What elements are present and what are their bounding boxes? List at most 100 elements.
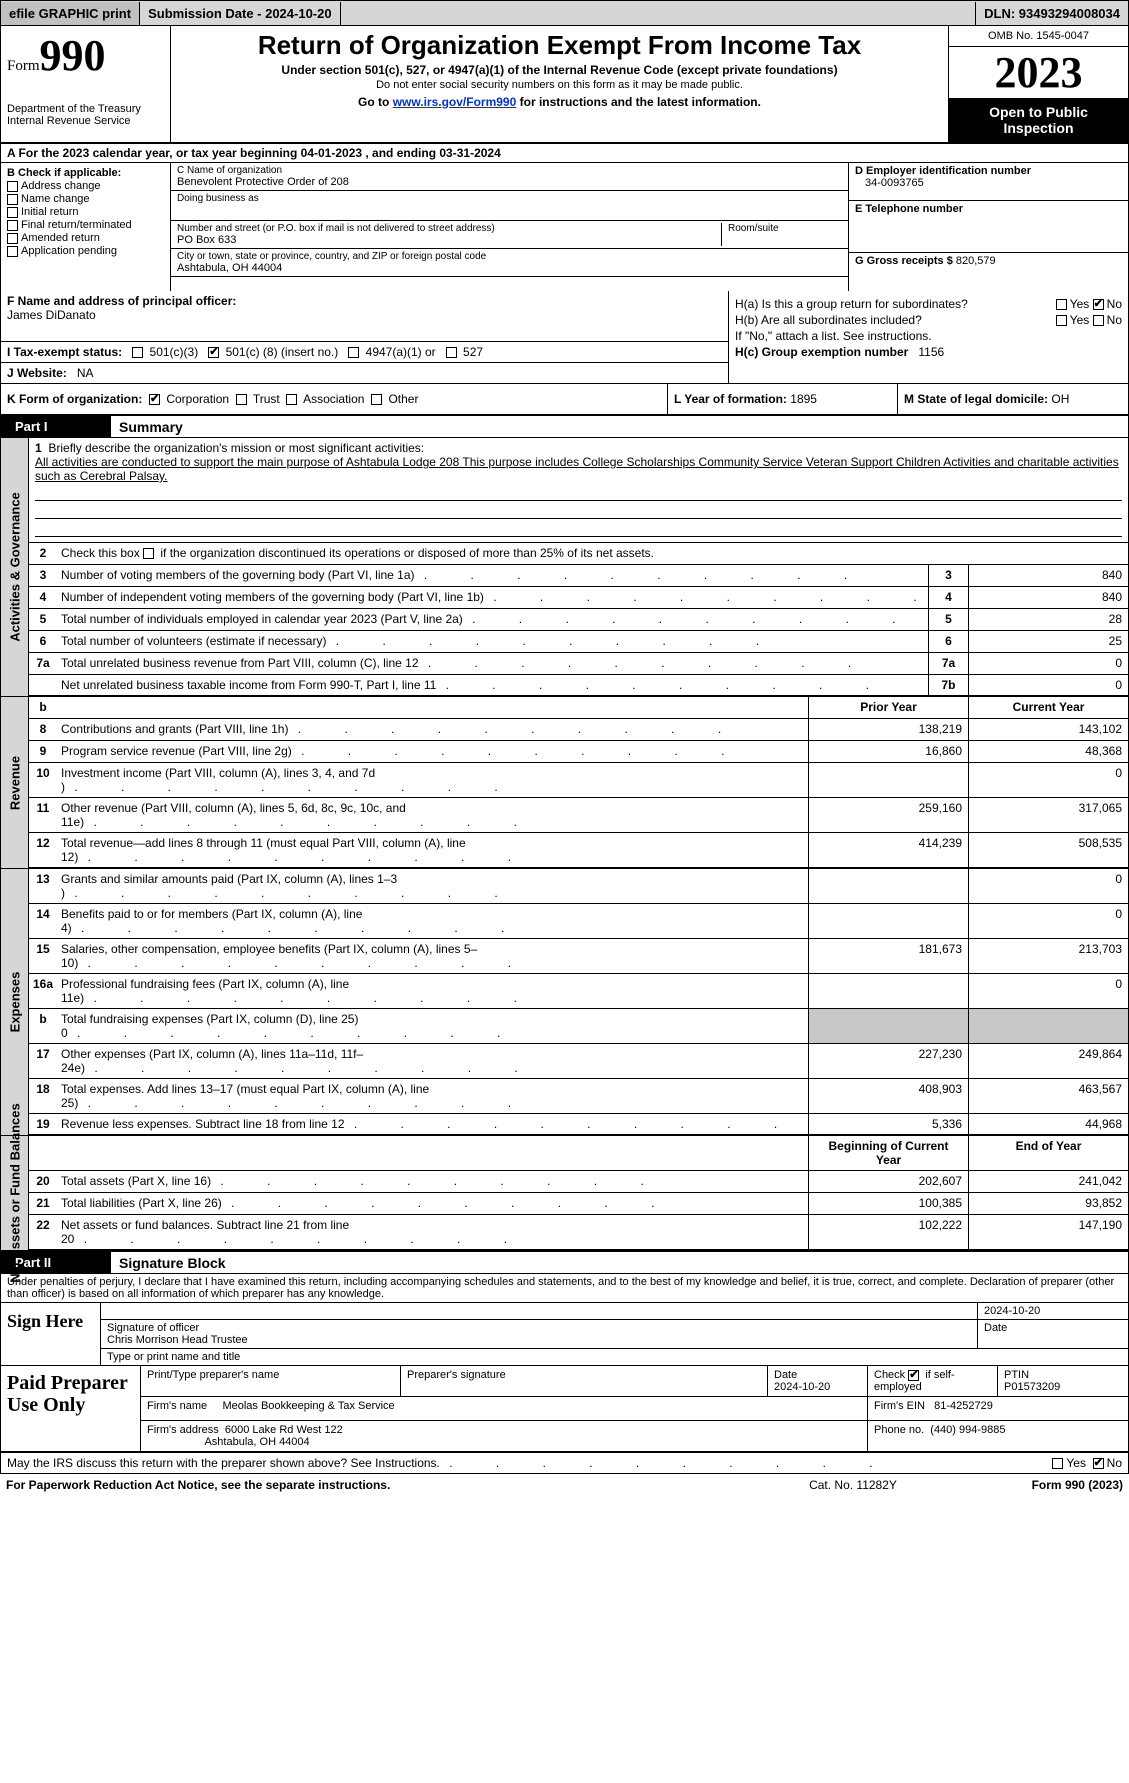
footer-left: For Paperwork Reduction Act Notice, see … [6, 1478, 763, 1492]
dln-label: DLN: 93493294008034 [975, 2, 1128, 25]
chk-501c3[interactable] [132, 347, 143, 358]
chk-address-change[interactable]: Address change [7, 180, 164, 192]
firm-ein-label: Firm's EIN [874, 1400, 925, 1412]
state-domicile: OH [1051, 392, 1069, 406]
hb-yes[interactable] [1056, 315, 1067, 326]
form-title: Return of Organization Exempt From Incom… [177, 30, 942, 61]
firm-phone: (440) 994-9885 [930, 1424, 1005, 1436]
preparer-sig-label: Preparer's signature [401, 1366, 768, 1396]
ptin-value: P01573209 [1004, 1381, 1060, 1393]
hdr-prior-year: Prior Year [808, 697, 968, 718]
chk-corporation[interactable] [149, 394, 160, 405]
chk-association[interactable] [286, 394, 297, 405]
chk-amended-return[interactable]: Amended return [7, 232, 164, 244]
omb-number: OMB No. 1545-0047 [949, 26, 1128, 47]
note2-pre: Go to [358, 95, 393, 109]
penalty-statement: Under penalties of perjury, I declare th… [0, 1274, 1129, 1303]
vtab-governance: Activities & Governance [1, 438, 29, 697]
firm-addr-label: Firm's address [147, 1424, 219, 1436]
officer-name: Chris Morrison Head Trustee [107, 1334, 248, 1346]
ein-label: D Employer identification number [855, 165, 1122, 177]
website-value: NA [77, 366, 94, 380]
efile-label[interactable]: efile GRAPHIC print [1, 2, 140, 25]
part1-title: Summary [111, 419, 183, 435]
hb-row: H(b) Are all subordinates included? Yes … [735, 313, 1122, 327]
part1-num: Part I [1, 416, 111, 437]
vtab-net-assets: Net Assets or Fund Balances [1, 1136, 29, 1250]
box-m: M State of legal domicile: OH [898, 384, 1128, 414]
top-toolbar: efile GRAPHIC print Submission Date - 20… [0, 0, 1129, 26]
hb-no[interactable] [1093, 315, 1104, 326]
box-l: L Year of formation: 1895 [668, 384, 898, 414]
box-b: B Check if applicable: Address change Na… [1, 163, 171, 291]
box-c: C Name of organization Benevolent Protec… [171, 163, 848, 291]
hdr-end-year: End of Year [968, 1136, 1128, 1170]
mission-prompt: Briefly describe the organization's miss… [48, 441, 424, 455]
gross-block: G Gross receipts $ 820,579 [849, 253, 1128, 291]
discuss-yes[interactable] [1052, 1458, 1063, 1469]
ein-value: 34-0093765 [855, 177, 1122, 189]
form-subtitle: Under section 501(c), 527, or 4947(a)(1)… [177, 63, 942, 77]
chk-other[interactable] [371, 394, 382, 405]
discuss-row: May the IRS discuss this return with the… [0, 1453, 1129, 1474]
chk-501c[interactable] [208, 347, 219, 358]
vtab-revenue: Revenue [1, 697, 29, 869]
discuss-no[interactable] [1093, 1458, 1104, 1469]
org-name: Benevolent Protective Order of 208 [177, 176, 842, 188]
part1-header: Part I Summary [0, 416, 1129, 438]
gov-row: 4 Number of independent voting members o… [29, 587, 1128, 609]
city-block: City or town, state or province, country… [171, 249, 848, 277]
box-de: D Employer identification number 34-0093… [848, 163, 1128, 291]
chk-final-return[interactable]: Final return/terminated [7, 219, 164, 231]
paid-preparer-label: Paid Preparer Use Only [1, 1366, 141, 1451]
org-name-block: C Name of organization Benevolent Protec… [171, 163, 848, 191]
open-inspection: Open to Public Inspection [949, 98, 1128, 142]
hc-value: 1156 [918, 345, 944, 359]
section-expenses: Expenses 13 Grants and similar amounts p… [0, 869, 1129, 1136]
mission-block: 1 Briefly describe the organization's mi… [29, 438, 1128, 543]
box-k: K Form of organization: Corporation Trus… [1, 384, 668, 414]
mission-text: All activities are conducted to support … [35, 455, 1119, 483]
line-2: 2 Check this box Check this box if the o… [29, 543, 1128, 565]
chk-trust[interactable] [236, 394, 247, 405]
ha-yes[interactable] [1056, 299, 1067, 310]
dba-label: Doing business as [177, 193, 842, 204]
discuss-text: May the IRS discuss this return with the… [7, 1456, 879, 1470]
hb-note: If "No," attach a list. See instructions… [735, 329, 1122, 343]
addr-value: PO Box 633 [177, 234, 715, 246]
hdr-current-year: Current Year [968, 697, 1128, 718]
chk-initial-return[interactable]: Initial return [7, 206, 164, 218]
section-net-assets: Net Assets or Fund Balances Beginning of… [0, 1136, 1129, 1252]
hdr-beginning-year: Beginning of Current Year [808, 1136, 968, 1170]
section-bcde: B Check if applicable: Address change Na… [0, 163, 1129, 291]
box-b-heading: B Check if applicable: [7, 167, 164, 179]
irs-link[interactable]: www.irs.gov/Form990 [393, 95, 517, 109]
table-row: 13 Grants and similar amounts paid (Part… [29, 869, 1128, 904]
firm-addr2: Ashtabula, OH 44004 [204, 1436, 309, 1448]
table-row: 9 Program service revenue (Part VIII, li… [29, 741, 1128, 763]
footer: For Paperwork Reduction Act Notice, see … [0, 1474, 1129, 1496]
chk-self-employed[interactable] [908, 1370, 919, 1381]
table-row: 14 Benefits paid to or for members (Part… [29, 904, 1128, 939]
box-i-label: I Tax-exempt status: [7, 345, 122, 359]
chk-discontinued[interactable] [143, 548, 154, 559]
gov-row: 5 Total number of individuals employed i… [29, 609, 1128, 631]
header-mid: Return of Organization Exempt From Incom… [171, 26, 948, 142]
chk-4947[interactable] [348, 347, 359, 358]
chk-527[interactable] [446, 347, 457, 358]
paid-preparer-block: Paid Preparer Use Only Print/Type prepar… [0, 1366, 1129, 1453]
chk-name-change[interactable]: Name change [7, 193, 164, 205]
gov-row: 7a Total unrelated business revenue from… [29, 653, 1128, 675]
chk-application-pending[interactable]: Application pending [7, 245, 164, 257]
firm-name: Meolas Bookkeeping & Tax Service [222, 1400, 394, 1412]
ha-no[interactable] [1093, 299, 1104, 310]
firm-phone-label: Phone no. [874, 1424, 924, 1436]
row-klm: K Form of organization: Corporation Trus… [0, 384, 1129, 416]
prep-date-label: Date [774, 1369, 797, 1381]
firm-ein: 81-4252729 [934, 1400, 993, 1412]
form-note2: Go to www.irs.gov/Form990 for instructio… [177, 95, 942, 109]
line-a: A For the 2023 calendar year, or tax yea… [0, 144, 1129, 163]
submission-date: Submission Date - 2024-10-20 [140, 2, 341, 25]
box-h: H(a) Is this a group return for subordin… [728, 291, 1128, 383]
firm-name-label: Firm's name [147, 1400, 207, 1412]
